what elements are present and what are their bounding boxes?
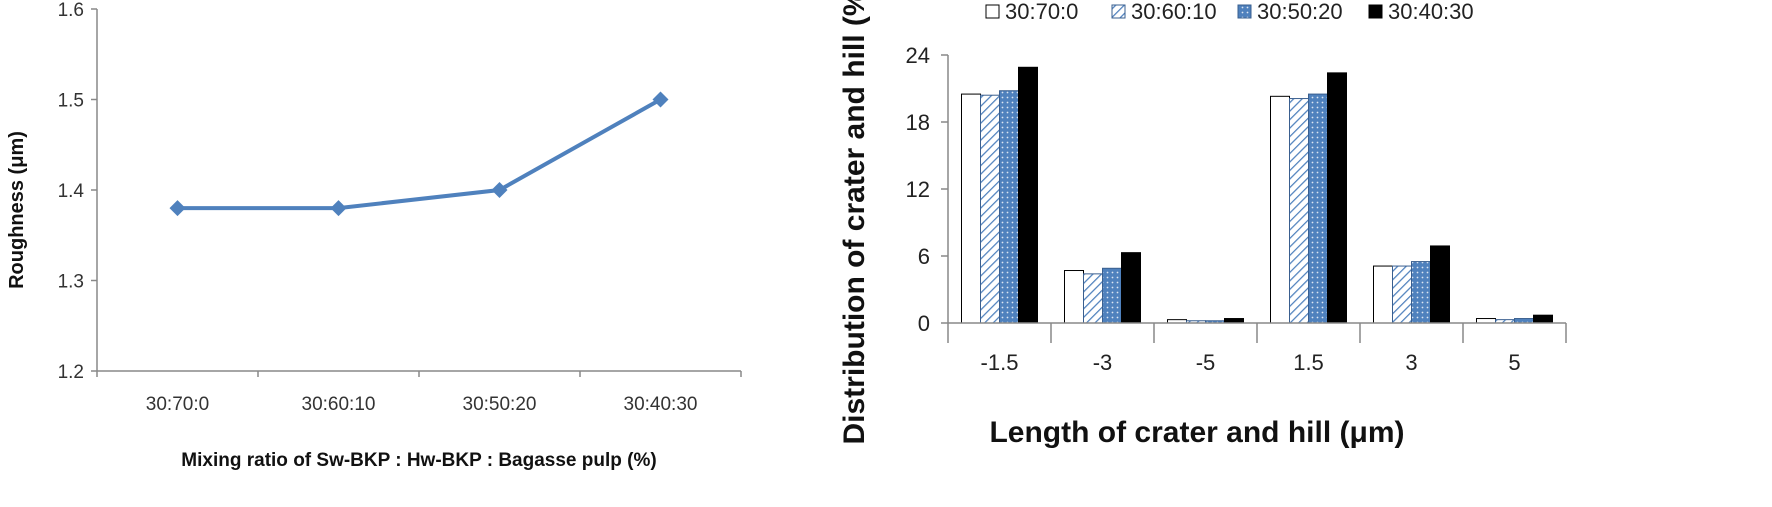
y-axis-title: Roughness (μm) <box>6 131 28 289</box>
series-line <box>177 97 662 211</box>
y-tick-label: 1.3 <box>58 272 84 293</box>
legend-swatch <box>1368 4 1383 19</box>
x-axis-title: Mixing ratio of Sw-BKP : Hw-BKP : Bagass… <box>181 450 656 471</box>
legend-swatch <box>1111 4 1126 19</box>
bar <box>1018 66 1038 324</box>
bar <box>1373 265 1393 324</box>
x-tick-label: 30:40:30 <box>624 394 698 415</box>
bar <box>961 93 981 324</box>
y-axis-title: Distribution of crater and hill (%) <box>838 0 871 445</box>
y-tick-label: 12 <box>906 177 930 202</box>
bar <box>1430 245 1450 324</box>
legend-label: 30:60:10 <box>1131 0 1217 24</box>
y-tick-label: 0 <box>918 311 930 336</box>
legend-swatch <box>985 4 1000 19</box>
x-tick-label: -3 <box>1093 350 1113 375</box>
legend-label: 30:50:20 <box>1257 0 1343 24</box>
y-tick-label: 24 <box>906 43 930 68</box>
bar <box>1289 98 1309 324</box>
bar <box>1411 261 1431 324</box>
bar <box>980 94 1000 324</box>
bar <box>999 90 1019 324</box>
legend-swatch <box>1237 4 1252 19</box>
y-tick-label: 1.4 <box>58 181 85 202</box>
bar <box>1083 273 1103 324</box>
bar <box>1308 93 1328 324</box>
bar <box>1533 314 1553 324</box>
crater-hill-bar-chart: 30:70:0 30:60:10 30:50:20 30:40:30 0 6 12 18 24… <box>838 0 1567 449</box>
x-tick-label: -1.5 <box>981 350 1019 375</box>
legend-label: 30:70:0 <box>1005 0 1078 24</box>
x-tick-label: 30:50:20 <box>463 394 537 415</box>
data-point-marker <box>652 91 669 108</box>
data-point-marker <box>330 200 347 217</box>
bar <box>1064 270 1084 324</box>
x-tick-label: 30:60:10 <box>302 394 376 415</box>
data-point-marker <box>491 182 508 198</box>
y-tick-label: 18 <box>906 110 930 135</box>
bar <box>1121 252 1141 324</box>
bar <box>1102 267 1122 324</box>
x-axis-title: Length of crater and hill (μm) <box>989 416 1404 449</box>
x-tick-label: 3 <box>1405 350 1417 375</box>
y-tick-label: 1.5 <box>58 91 84 112</box>
y-tick-label: 1.6 <box>58 0 84 21</box>
bar <box>1270 95 1290 324</box>
x-tick-label: -5 <box>1196 350 1216 375</box>
bar <box>1327 72 1347 324</box>
x-tick-label: 30:70:0 <box>146 394 209 415</box>
data-point-marker <box>169 200 186 217</box>
legend-label: 30:40:30 <box>1388 0 1474 24</box>
x-tick-label: 5 <box>1508 350 1520 375</box>
y-tick-label: 1.2 <box>58 362 84 383</box>
roughness-line-chart: 1.2 1.3 1.4 1.5 1.6 30:70:0 30:60:10 30:50:20 3… <box>6 0 742 471</box>
bar <box>1392 265 1412 324</box>
y-tick-label: 6 <box>918 244 930 269</box>
x-tick-label: 1.5 <box>1293 350 1324 375</box>
legend: 30:70:0 30:60:10 30:50:20 30:40:30 <box>985 0 1474 24</box>
